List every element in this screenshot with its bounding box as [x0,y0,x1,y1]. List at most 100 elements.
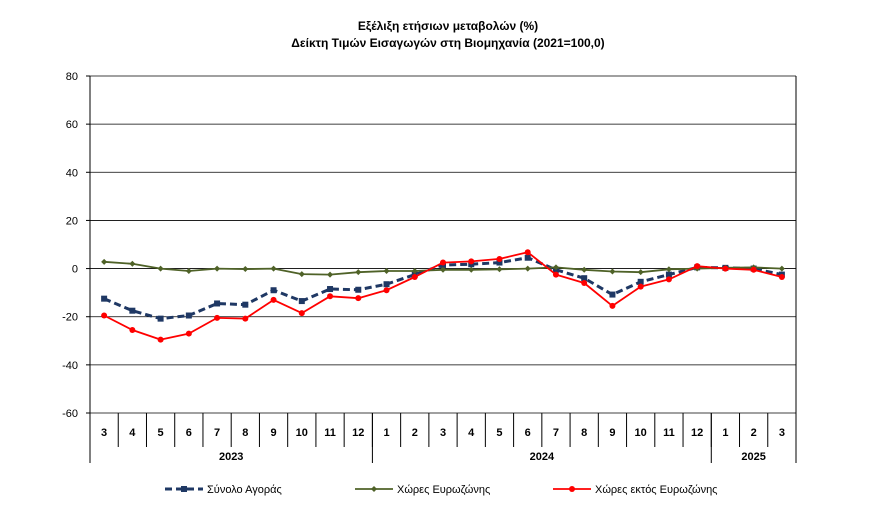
data-point [440,259,446,266]
data-point [581,275,588,282]
y-tick-label: 20 [66,215,78,227]
y-tick-label: 60 [66,119,78,131]
x-tick-label: 8 [242,427,248,439]
x-tick-label: 11 [663,427,675,439]
data-point [694,263,701,270]
x-tick-label: 6 [525,427,531,439]
data-point [383,267,390,274]
x-tick-label: 7 [553,427,559,439]
x-tick-label: 5 [158,427,164,439]
data-point [298,298,305,305]
x-tick-label: 4 [129,427,136,439]
chart-title-line: Εξέλιξη ετήσιων μεταβολών (%) [357,19,539,33]
data-point [242,315,249,322]
data-point [637,283,644,290]
data-point [552,264,559,271]
x-tick-label: 2 [751,427,757,439]
data-point [327,293,334,300]
legend: Σύνολο Αγοράς Χώρες Ευρωζώνης Χώρες εκτός … [165,484,718,496]
legend-marker [371,486,377,492]
data-point [609,291,616,298]
data-point [185,330,192,337]
data-point [327,286,334,293]
data-point [665,271,672,278]
data-point [298,271,305,278]
x-tick-label: 7 [214,427,220,439]
year-label: 2023 [219,451,243,463]
x-tick-label: 2 [412,427,418,439]
data-point [609,268,616,275]
x-tick-label: 10 [635,427,647,439]
data-point [270,265,277,272]
data-point [129,307,136,314]
x-tick-label: 12 [352,427,364,439]
legend-item-1: Σύνολο Αγοράς [165,484,282,496]
x-tick-label: 6 [186,427,192,439]
data-point [383,287,390,294]
y-tick-label: -60 [62,408,78,420]
legend-label: Χώρες εκτός Ευρωζώνης [595,484,718,496]
data-point [101,295,108,302]
data-point [496,259,503,266]
data-point [242,301,249,308]
data-point [383,281,390,288]
x-tick-label: 4 [468,427,475,439]
chart-title: Εξέλιξη ετήσιων μεταβολών (%) Δείκτη Τιμ… [0,18,896,52]
data-point [214,314,221,321]
data-point [665,266,672,273]
y-tick-label: 80 [66,71,78,83]
x-tick-label: 9 [609,427,615,439]
x-tick-label: 12 [691,427,703,439]
data-point [214,300,221,307]
x-tick-label: 3 [440,427,446,439]
data-point [524,265,531,272]
data-point [157,315,164,322]
legend-label: Σύνολο Αγοράς [207,484,282,496]
data-point [468,258,475,265]
data-point [214,265,221,272]
data-point [609,302,616,309]
data-point [496,266,503,273]
data-point [298,310,305,317]
x-tick-label: 9 [270,427,276,439]
x-tick-label: 3 [101,427,107,439]
data-point [750,266,757,273]
x-tick-label: 3 [779,427,785,439]
data-point [101,312,108,319]
data-point [665,276,672,283]
data-point [581,280,588,287]
data-point [524,254,531,261]
data-point [411,267,418,274]
x-tick-label: 1 [383,427,389,439]
x-tick-label: 5 [496,427,502,439]
y-tick-label: 40 [66,167,78,179]
series-3 [101,249,785,343]
year-label: 2024 [530,451,555,463]
legend-marker [569,486,575,492]
y-tick-label: 0 [72,264,78,276]
x-tick-label: 8 [581,427,587,439]
data-point [101,258,108,265]
data-point [185,312,192,319]
data-point [468,266,475,273]
data-point [355,286,362,293]
data-point [129,326,136,333]
data-point [581,266,588,273]
data-point [270,287,277,294]
data-point [355,269,362,276]
y-tick-label: -20 [62,312,78,324]
data-point [778,273,785,280]
data-point [185,267,192,274]
data-point [327,271,334,278]
data-point [552,271,559,278]
grid-lines [90,75,796,414]
legend-label: Χώρες Ευρωζώνης [397,484,490,496]
legend-item-2: Χώρες Ευρωζώνης [355,484,490,496]
data-point [157,336,164,343]
data-point [524,249,531,256]
data-point [778,265,785,272]
x-tick-label: 1 [722,427,728,439]
data-point [411,273,418,280]
